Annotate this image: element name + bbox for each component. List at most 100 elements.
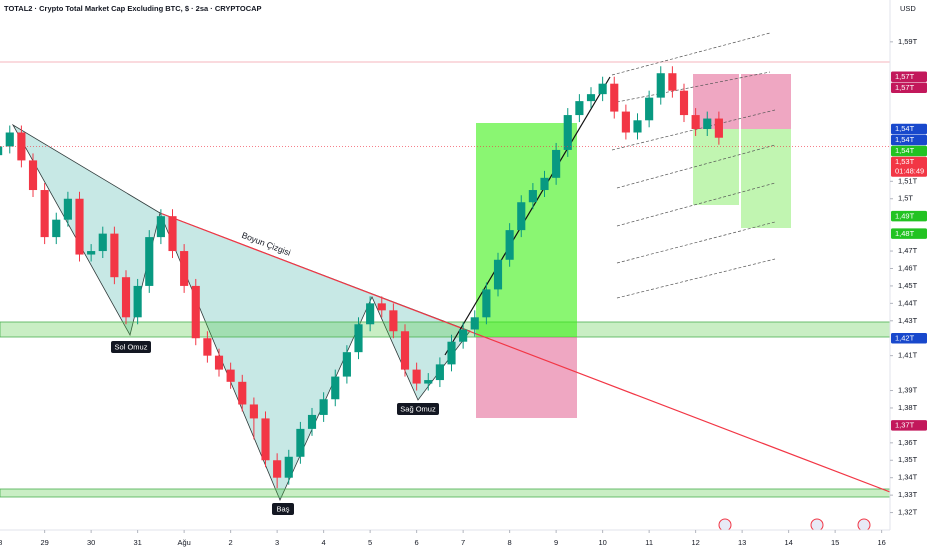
x-tick-label: 10 — [598, 538, 606, 547]
y-tick-label: 1,59T — [898, 37, 918, 46]
stop-box — [741, 74, 791, 129]
candle-body — [75, 198, 84, 255]
candle-body — [610, 83, 619, 112]
candle-body — [121, 277, 131, 318]
target-box — [741, 129, 791, 228]
channel-lines — [611, 32, 776, 299]
price-tag — [891, 420, 927, 431]
x-tick-label: 2 — [229, 538, 233, 547]
candle-body — [598, 83, 607, 95]
y-tick-label: 1,34T — [898, 473, 918, 482]
price-tag-label: 1,57T — [895, 72, 915, 81]
y-tick-label: 1,5T — [898, 194, 913, 203]
price-tag-label: 1,54T — [895, 124, 915, 133]
price-tag-label: 1,48T — [895, 229, 915, 238]
price-tag — [891, 210, 927, 222]
target-box — [693, 129, 739, 205]
x-tick-label: Ağu — [177, 538, 190, 547]
candle-body — [540, 177, 549, 191]
x-tick-label: 29 — [40, 538, 48, 547]
x-tick-label: 11 — [645, 538, 653, 547]
x-tick-label: 15 — [831, 538, 839, 547]
candle-body — [645, 97, 654, 121]
candle-body — [191, 285, 200, 339]
candle-body — [517, 202, 526, 231]
support-zone — [0, 488, 890, 498]
event-icons — [718, 518, 871, 530]
candle-body — [156, 216, 165, 238]
candle-body — [28, 160, 38, 191]
pattern-area — [11, 123, 471, 502]
y-tick-label: 1,44T — [898, 298, 918, 307]
price-tag — [891, 228, 927, 239]
x-tick-label: 6 — [415, 538, 419, 547]
x-tick-label: 14 — [784, 538, 792, 547]
pattern-label: Sağ Omuz — [400, 404, 436, 413]
x-tick-label: 12 — [691, 538, 699, 547]
candle-body — [459, 329, 468, 342]
candle-body — [493, 259, 503, 290]
label-box — [272, 503, 294, 515]
candle-body — [63, 198, 72, 220]
candle-body — [284, 456, 293, 478]
candle-body — [377, 303, 386, 311]
candle-body — [214, 355, 224, 370]
target-box — [476, 123, 577, 337]
x-tick-label: 13 — [738, 538, 746, 547]
y-tick-label: 1,39T — [898, 386, 918, 395]
price-tag-label: 1,57T — [895, 83, 915, 92]
candle-body — [52, 219, 61, 238]
support-zone — [0, 321, 890, 338]
candle-body — [389, 310, 398, 332]
candle-body — [331, 376, 340, 400]
pattern-label: Sol Omuz — [115, 342, 148, 351]
candle-body — [354, 324, 363, 353]
price-tag — [891, 71, 927, 82]
price-tag-label: 1,54T — [895, 135, 915, 144]
price-tag — [891, 332, 927, 344]
price-tag-timer: 01:48:49 — [895, 167, 924, 176]
candle-body — [424, 380, 433, 384]
candle-body — [668, 73, 677, 91]
price-tag-label: 1,54T — [895, 146, 915, 155]
drawings: Boyun Çizgisi Sol Omuz Baş Sağ Omuz — [0, 32, 890, 530]
x-tick-label: 16 — [877, 538, 885, 547]
y-tick-label: 1,32T — [898, 508, 918, 517]
x-tick-label: 8 — [508, 538, 512, 547]
candle-body — [703, 118, 712, 130]
candle-body — [470, 317, 479, 330]
candle-body — [319, 399, 328, 415]
candle-body — [145, 237, 154, 286]
candle-body — [679, 90, 689, 116]
x-tick-label: 4 — [322, 538, 326, 547]
label-box — [111, 341, 151, 353]
y-tick-label: 1,43T — [898, 316, 918, 325]
candle-body — [400, 331, 410, 370]
candle-body — [563, 115, 572, 150]
candle-body — [505, 230, 514, 260]
candle-body — [714, 118, 723, 138]
y-tick-label: 1,35T — [898, 455, 918, 464]
stop-box — [476, 337, 577, 418]
price-tag — [891, 123, 927, 135]
y-tick-label: 1,51T — [898, 176, 918, 185]
candle-body — [412, 369, 421, 384]
candle-body — [203, 338, 212, 356]
candle-body — [168, 216, 177, 252]
y-tick-label: 1,45T — [898, 281, 918, 290]
candle-body — [133, 285, 142, 318]
candle-body — [586, 94, 596, 102]
candle-body — [307, 414, 317, 429]
candle-body — [656, 73, 665, 98]
x-tick-label: 30 — [87, 538, 95, 547]
candles — [0, 66, 723, 489]
pattern-label: Baş — [277, 504, 290, 513]
price-tag-label: 1,53T — [895, 157, 915, 166]
price-tag — [891, 134, 927, 146]
candle-body — [621, 111, 630, 133]
candle-body — [98, 233, 107, 252]
currency: USD — [900, 4, 916, 13]
candle-body — [261, 418, 270, 461]
candle-body — [447, 341, 456, 365]
price-tag — [891, 82, 927, 93]
